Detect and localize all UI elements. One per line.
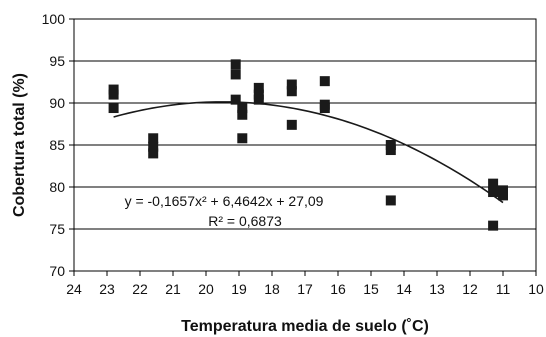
data-point	[498, 185, 508, 196]
y-axis: 70 75 80 85 90 95 100	[42, 11, 74, 279]
x-tick-label: 18	[264, 281, 280, 297]
data-point	[286, 79, 297, 90]
x-tick-label: 11	[496, 281, 511, 297]
y-tick-label: 90	[49, 95, 65, 111]
data-point	[108, 84, 119, 95]
x-tick-label: 13	[429, 281, 445, 297]
data-point	[253, 94, 264, 105]
data-point	[148, 148, 159, 159]
data-point	[319, 103, 330, 114]
data-point	[286, 119, 297, 130]
y-axis-title: Cobertura total (%)	[11, 73, 28, 217]
data-point	[237, 109, 248, 120]
trendline	[113, 101, 504, 204]
trend-r2: R² = 0,6873	[208, 213, 282, 229]
data-point	[230, 94, 241, 105]
data-point	[488, 178, 499, 189]
data-points	[108, 59, 508, 231]
trend-equation: y = -0,1657x² + 6,4642x + 27,09	[125, 193, 324, 209]
x-tick-label: 20	[198, 281, 214, 297]
data-point	[237, 133, 248, 144]
x-tick-label: 14	[396, 281, 412, 297]
x-tick-label: 16	[330, 281, 346, 297]
y-tick-label: 70	[49, 263, 65, 279]
data-point	[148, 133, 159, 144]
x-tick-label: 23	[99, 281, 115, 297]
data-point	[385, 195, 396, 206]
x-tick-label: 10	[528, 281, 544, 297]
x-tick-label: 21	[165, 281, 181, 297]
x-tick-label: 24	[66, 281, 82, 297]
x-tick-label: 17	[297, 281, 313, 297]
x-tick-label: 22	[132, 281, 148, 297]
y-tick-label: 95	[49, 53, 65, 69]
data-point	[237, 103, 248, 114]
y-tick-label: 85	[49, 137, 65, 153]
data-point	[286, 86, 297, 97]
data-point	[148, 141, 159, 152]
data-point	[319, 76, 330, 87]
x-axis-title: Temperatura media de suelo (˚C)	[181, 318, 429, 335]
data-point	[230, 59, 241, 70]
data-point	[253, 89, 264, 100]
data-point	[488, 220, 499, 231]
data-point	[498, 190, 508, 201]
x-tick-label: 15	[363, 281, 379, 297]
data-point	[108, 89, 119, 100]
data-point	[230, 69, 241, 80]
y-tick-label: 75	[49, 221, 65, 237]
x-tick-label: 19	[231, 281, 247, 297]
y-tick-label: 100	[42, 11, 66, 27]
data-point	[108, 103, 119, 114]
x-axis: 24 23 22 21 20 19 18 17 16 15 14 13 12 11 10	[66, 271, 544, 297]
data-point	[385, 140, 396, 150]
data-point	[385, 145, 396, 156]
x-tick-label: 12	[462, 281, 478, 297]
y-tick-label: 80	[49, 179, 65, 195]
data-point	[253, 82, 264, 93]
data-point	[488, 187, 499, 198]
